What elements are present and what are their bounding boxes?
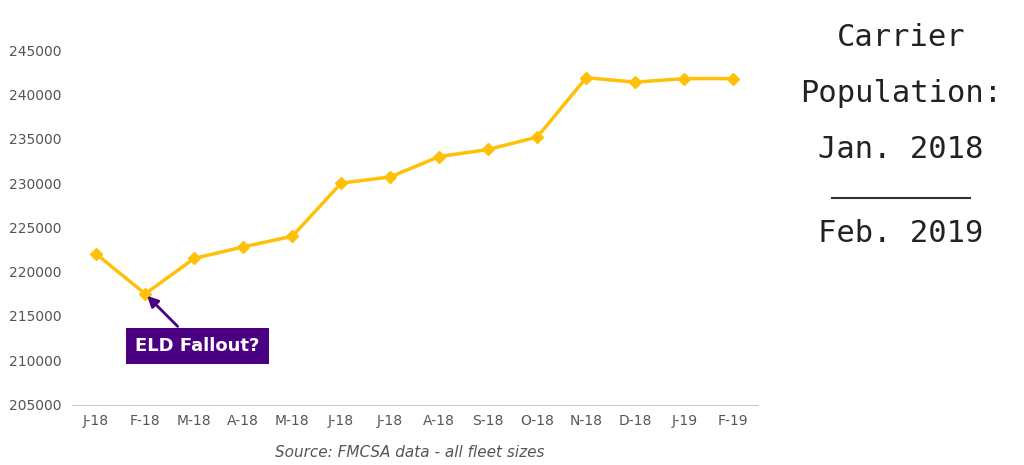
Text: Carrier: Carrier (837, 23, 966, 52)
Text: Jan. 2018: Jan. 2018 (818, 135, 984, 164)
Text: Population:: Population: (800, 79, 1002, 108)
Text: ELD Fallout?: ELD Fallout? (135, 298, 260, 355)
Text: Feb. 2019: Feb. 2019 (818, 219, 984, 247)
Text: Source: FMCSA data - all fleet sizes: Source: FMCSA data - all fleet sizes (274, 445, 545, 460)
